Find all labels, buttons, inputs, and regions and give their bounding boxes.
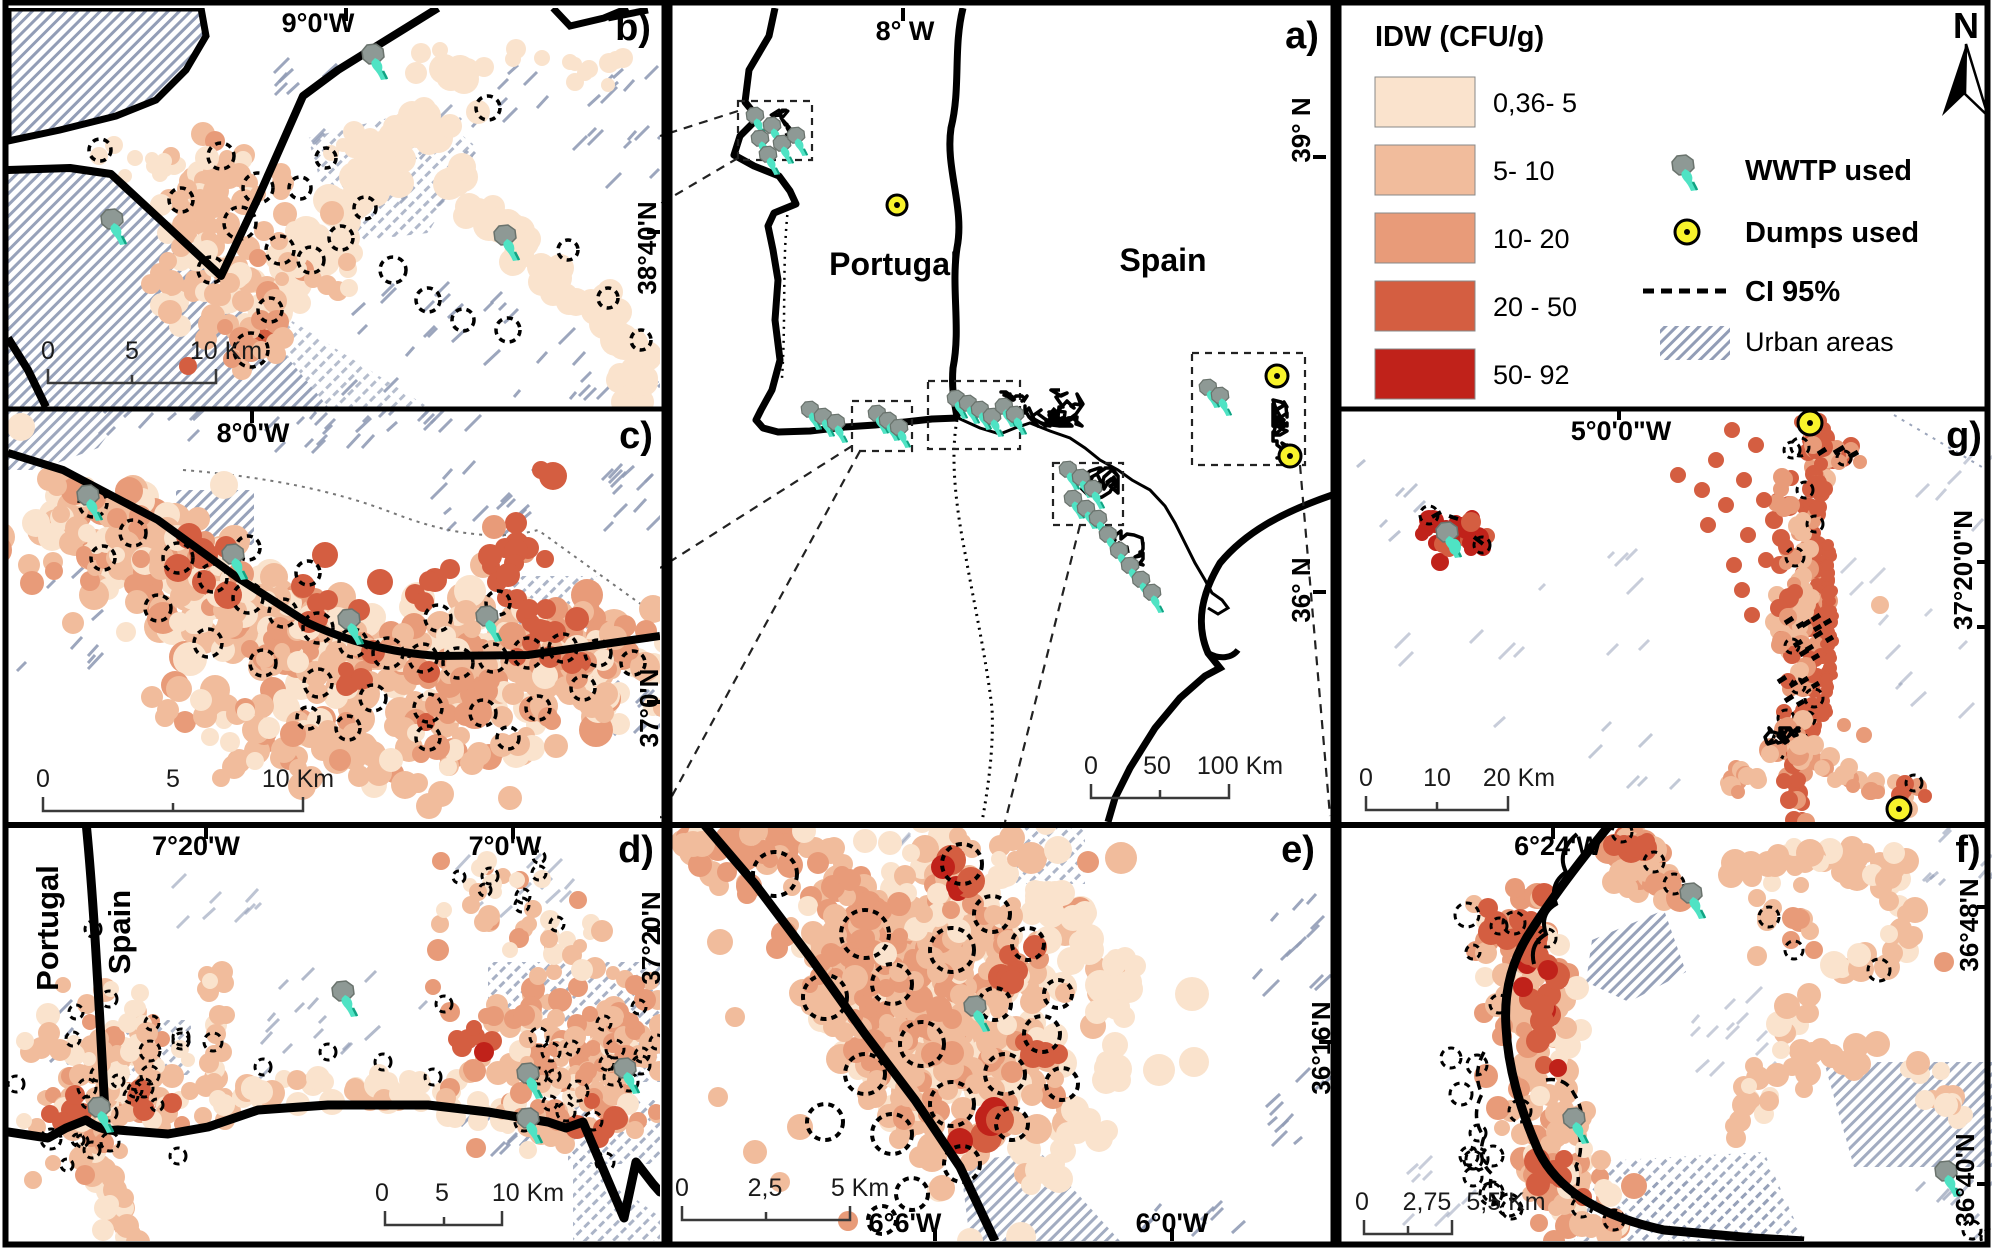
svg-text:0: 0 xyxy=(1359,764,1373,792)
svg-text:5: 5 xyxy=(166,765,180,793)
svg-text:10 Km: 10 Km xyxy=(190,337,262,365)
svg-text:5 Km: 5 Km xyxy=(831,1174,889,1202)
svg-text:7°20'W: 7°20'W xyxy=(152,831,240,861)
svg-text:10 Km: 10 Km xyxy=(492,1179,564,1207)
svg-text:0,36- 5: 0,36- 5 xyxy=(1493,88,1577,118)
svg-text:0: 0 xyxy=(41,337,55,365)
svg-text:10- 20: 10- 20 xyxy=(1493,224,1570,254)
svg-text:5°0'0"W: 5°0'0"W xyxy=(1571,416,1672,446)
svg-text:5: 5 xyxy=(125,337,139,365)
svg-text:2,75: 2,75 xyxy=(1403,1188,1452,1216)
svg-text:37°0'N: 37°0'N xyxy=(634,669,664,748)
svg-text:Portugal: Portugal xyxy=(829,246,959,282)
svg-text:9°0'W: 9°0'W xyxy=(282,8,355,38)
svg-text:2,5: 2,5 xyxy=(748,1174,783,1202)
svg-text:5,5 Km: 5,5 Km xyxy=(1466,1188,1545,1216)
svg-text:b): b) xyxy=(615,7,651,49)
svg-text:CI 95%: CI 95% xyxy=(1745,276,1840,308)
svg-text:36° N: 36° N xyxy=(1286,557,1316,622)
svg-text:Dumps used: Dumps used xyxy=(1745,217,1919,249)
svg-text:50: 50 xyxy=(1143,752,1171,780)
svg-text:Spain: Spain xyxy=(1119,242,1206,278)
svg-text:100 Km: 100 Km xyxy=(1197,752,1283,780)
svg-text:a): a) xyxy=(1285,15,1319,57)
svg-text:d): d) xyxy=(618,829,654,871)
svg-text:Spain: Spain xyxy=(102,890,137,974)
svg-text:e): e) xyxy=(1281,829,1315,871)
svg-text:20 - 50: 20 - 50 xyxy=(1493,292,1577,322)
svg-text:g): g) xyxy=(1946,415,1982,457)
svg-text:36°40'N: 36°40'N xyxy=(1950,1133,1980,1226)
svg-text:10 Km: 10 Km xyxy=(262,765,334,793)
svg-text:Urban areas: Urban areas xyxy=(1745,327,1894,357)
svg-text:0: 0 xyxy=(36,765,50,793)
svg-text:0: 0 xyxy=(1084,752,1098,780)
svg-text:IDW (CFU/g): IDW (CFU/g) xyxy=(1375,21,1544,53)
svg-text:0: 0 xyxy=(1355,1188,1369,1216)
svg-text:c): c) xyxy=(619,415,653,457)
svg-text:8° W: 8° W xyxy=(876,16,935,46)
svg-text:f): f) xyxy=(1955,829,1980,871)
svg-text:20 Km: 20 Km xyxy=(1483,764,1555,792)
svg-text:Portugal: Portugal xyxy=(30,865,65,991)
svg-text:6°6'W: 6°6'W xyxy=(869,1208,942,1238)
svg-text:38°40'N: 38°40'N xyxy=(632,201,662,294)
svg-text:0: 0 xyxy=(675,1174,689,1202)
svg-text:5- 10: 5- 10 xyxy=(1493,156,1555,186)
svg-text:10: 10 xyxy=(1423,764,1451,792)
svg-text:5: 5 xyxy=(435,1179,449,1207)
svg-text:50- 92: 50- 92 xyxy=(1493,360,1570,390)
svg-text:39° N: 39° N xyxy=(1286,97,1316,162)
svg-text:36°48'N: 36°48'N xyxy=(1954,878,1984,971)
svg-text:N: N xyxy=(1953,5,1979,46)
svg-text:6°24'W: 6°24'W xyxy=(1514,831,1602,861)
svg-text:0: 0 xyxy=(375,1179,389,1207)
svg-text:7°0'W: 7°0'W xyxy=(469,831,542,861)
svg-text:WWTP used: WWTP used xyxy=(1745,155,1912,187)
svg-text:37°20'0"N: 37°20'0"N xyxy=(1948,510,1978,630)
